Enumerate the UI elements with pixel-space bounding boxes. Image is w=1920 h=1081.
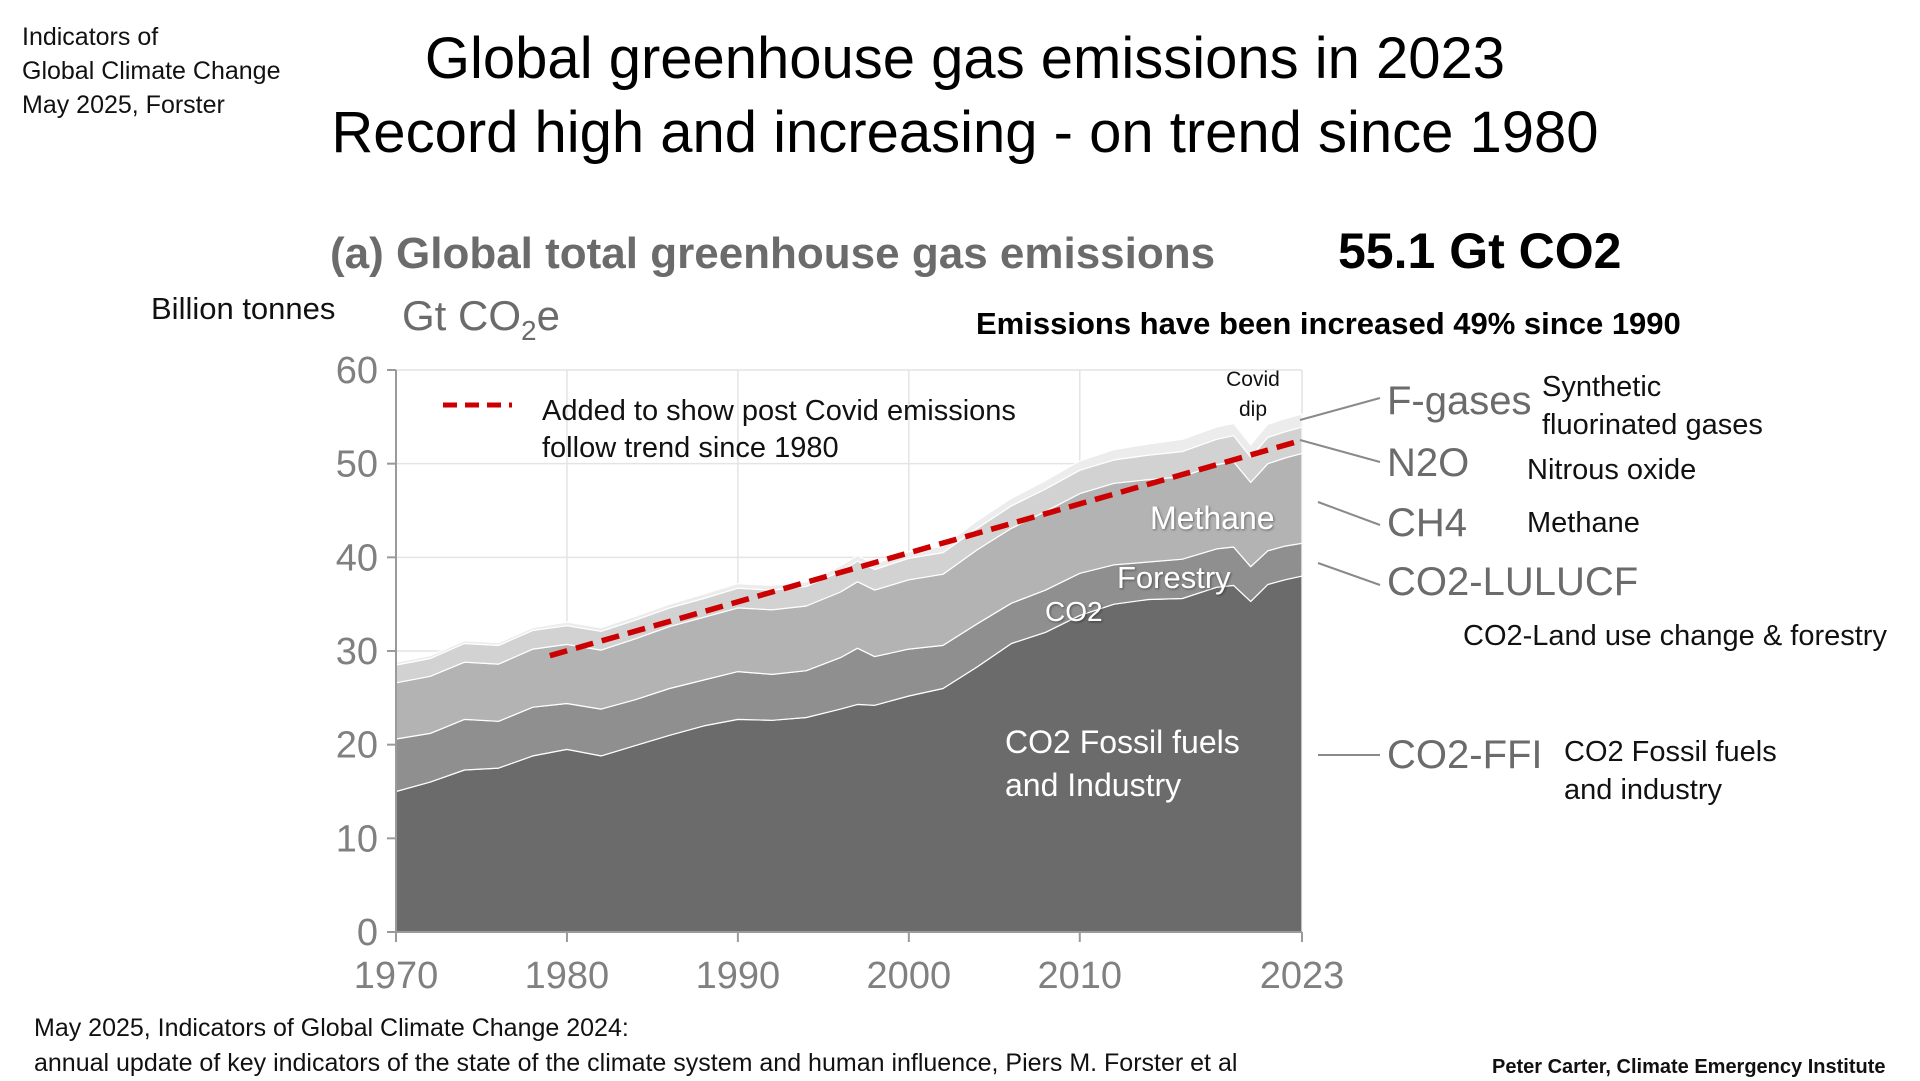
corner-note: Indicators of Global Climate Change May … bbox=[22, 20, 280, 122]
ffi-description: CO2 Fossil fuels bbox=[1564, 736, 1777, 768]
lulucf-description: CO2-Land use change & forestry bbox=[1463, 620, 1887, 652]
legend-fgases: F-gases bbox=[1387, 379, 1532, 423]
y-tick-label: 20 bbox=[336, 725, 378, 767]
ch4-description: Methane bbox=[1527, 507, 1640, 539]
ffi-description: and industry bbox=[1564, 774, 1722, 806]
y-axis-unit: Gt CO2e bbox=[402, 292, 560, 346]
methane-area-label: Methane bbox=[1150, 500, 1275, 536]
main-title-line: Record high and increasing - on trend si… bbox=[331, 100, 1599, 165]
y-tick-label: 60 bbox=[336, 350, 378, 392]
x-tick-label: 1970 bbox=[354, 955, 439, 997]
increase-note: Emissions have been increased 49% since … bbox=[976, 306, 1681, 341]
chart-title: (a) Global total greenhouse gas emission… bbox=[330, 229, 1215, 278]
fgases-leader bbox=[1299, 397, 1381, 421]
legend-ch4: CH4 bbox=[1387, 501, 1467, 545]
x-tick-label: 1990 bbox=[696, 955, 781, 997]
citation-line: annual update of key indicators of the s… bbox=[34, 1049, 1238, 1077]
gas-label-leaders bbox=[1299, 397, 1381, 756]
x-tick-label: 2023 bbox=[1260, 955, 1345, 997]
trend-legend-line: Added to show post Covid emissions bbox=[542, 395, 1016, 427]
corner-note-line: May 2025, Forster bbox=[22, 91, 225, 119]
fgases-description: fluorinated gases bbox=[1542, 409, 1763, 441]
legend-n2o: N2O bbox=[1387, 441, 1469, 485]
x-tick-label: 1980 bbox=[525, 955, 610, 997]
legend-ffi: CO2-FFI bbox=[1387, 733, 1543, 777]
citation: May 2025, Indicators of Global Climate C… bbox=[34, 1011, 1237, 1081]
fossil-area-label: CO2 Fossil fuels bbox=[1005, 724, 1240, 760]
ch4-leader bbox=[1317, 501, 1381, 526]
y-tick-label: 30 bbox=[336, 631, 378, 673]
axes bbox=[387, 369, 1303, 942]
x-tick-label: 2010 bbox=[1038, 955, 1123, 997]
legend-lulucf: CO2-LULUCF bbox=[1387, 560, 1638, 604]
corner-note-line: Indicators of bbox=[22, 23, 159, 51]
trend-line-group bbox=[549, 437, 1303, 659]
covid-note-line: dip bbox=[1239, 398, 1267, 421]
y-tick-label: 40 bbox=[336, 537, 378, 579]
n2o-description: Nitrous oxide bbox=[1527, 454, 1696, 486]
lulucf-leader bbox=[1317, 562, 1381, 586]
y-tick-label: 0 bbox=[357, 912, 378, 954]
forestry-area-label: Forestry bbox=[1117, 560, 1231, 595]
trend-legend-line: follow trend since 1980 bbox=[542, 432, 839, 464]
covid-note-line: Covid bbox=[1226, 368, 1280, 391]
corner-note-line: Global Climate Change bbox=[22, 57, 281, 85]
credit: Peter Carter, Climate Emergency Institut… bbox=[1492, 1056, 1886, 1078]
total-callout: 55.1 Gt CO2 bbox=[1338, 223, 1621, 279]
stacked-areas bbox=[395, 413, 1303, 933]
fossil-area-label: and Industry bbox=[1005, 767, 1181, 803]
x-tick-labels: 1970 1980 1990 2000 2010 2023 bbox=[354, 955, 1345, 997]
main-title: Global greenhouse gas emissions in 2023 … bbox=[0, 22, 1920, 170]
y-tick-label: 10 bbox=[336, 818, 378, 860]
citation-line: May 2025, Indicators of Global Climate C… bbox=[34, 1014, 629, 1042]
co2-area-label: CO2 bbox=[1045, 596, 1103, 627]
y-tick-labels: 0 10 20 30 40 50 60 bbox=[336, 350, 378, 954]
x-tick-label: 2000 bbox=[867, 955, 952, 997]
area-f-gases bbox=[395, 413, 1303, 666]
n2o-leader bbox=[1299, 439, 1381, 463]
fgases-description: Synthetic bbox=[1542, 371, 1661, 403]
y-unit-note: Billion tonnes bbox=[151, 291, 335, 326]
main-title-line: Global greenhouse gas emissions in 2023 bbox=[424, 26, 1506, 91]
y-tick-label: 50 bbox=[336, 444, 378, 486]
trend-line bbox=[549, 437, 1303, 659]
